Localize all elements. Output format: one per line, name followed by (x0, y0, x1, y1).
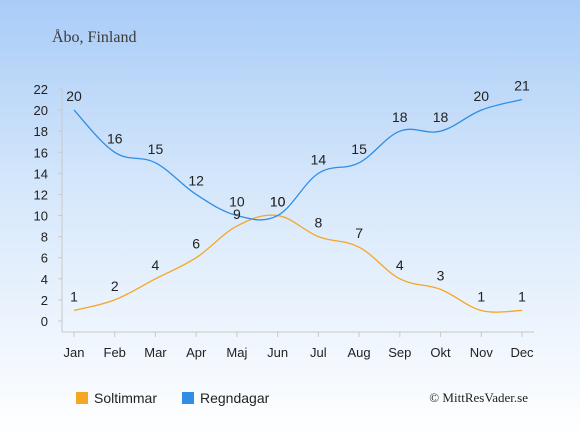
y-tick-label: 2 (41, 293, 48, 308)
x-tick-labels: Jan Feb Mar Apr Maj Jun Jul Aug Sep Okt Nov Dec (64, 332, 534, 360)
y-tick-label: 8 (41, 230, 48, 245)
x-tick-label: Okt (430, 345, 451, 360)
data-label-regndagar: 15 (148, 141, 164, 157)
series-line-regndagar (73, 98, 523, 221)
data-label-soltimmar: 7 (355, 225, 363, 241)
data-label-regndagar: 10 (229, 194, 245, 210)
x-tick-label: Feb (104, 345, 126, 360)
data-label-soltimmar: 4 (396, 257, 404, 273)
data-label-regndagar: 12 (188, 172, 204, 188)
y-tick-label: 4 (41, 272, 48, 287)
x-tick-label: Nov (470, 345, 494, 360)
y-tick-label: 18 (34, 124, 48, 139)
legend-label-regndagar: Regndagar (200, 390, 270, 406)
data-label-soltimmar: 1 (518, 288, 526, 304)
y-tick-label: 12 (34, 187, 48, 202)
data-label-soltimmar: 10 (270, 194, 286, 210)
data-label-soltimmar: 3 (437, 267, 445, 283)
data-label-soltimmar: 9 (233, 206, 241, 222)
legend-swatch-regndagar (182, 392, 194, 404)
data-label-regndagar: 21 (514, 78, 530, 94)
y-tick-label: 14 (34, 166, 48, 181)
y-tick-label: 16 (34, 145, 48, 160)
series-lines (73, 98, 523, 313)
x-tick-label: Aug (348, 345, 371, 360)
x-tick-label: Mar (144, 345, 167, 360)
data-label-soltimmar: 1 (70, 288, 78, 304)
data-label-regndagar: 20 (66, 88, 82, 104)
data-label-regndagar: 16 (107, 130, 123, 146)
x-tick-label: Sep (388, 345, 411, 360)
y-tick-label: 22 (34, 82, 48, 97)
data-label-regndagar: 18 (392, 109, 408, 125)
legend-swatch-soltimmar (76, 392, 88, 404)
x-tick-label: Jun (267, 345, 288, 360)
data-label-soltimmar: 1 (477, 288, 485, 304)
y-tick-label: 6 (41, 251, 48, 266)
x-tick-label: Dec (510, 345, 534, 360)
data-label-soltimmar: 6 (192, 236, 200, 252)
data-label-soltimmar: 4 (152, 257, 160, 273)
data-label-soltimmar: 8 (314, 215, 322, 231)
x-tick-label: Jan (64, 345, 85, 360)
data-label-regndagar: 20 (473, 88, 489, 104)
x-tick-label: Jul (310, 345, 327, 360)
y-tick-label: 0 (41, 314, 48, 329)
data-label-regndagar: 18 (433, 109, 449, 125)
y-tick-label: 10 (34, 209, 48, 224)
data-label-regndagar: 14 (311, 151, 327, 167)
legend-label-soltimmar: Soltimmar (94, 390, 157, 406)
data-label-regndagar: 15 (351, 141, 367, 157)
x-tick-label: Apr (186, 345, 207, 360)
y-tick-label: 20 (34, 103, 48, 118)
data-label-regndagar: 10 (270, 194, 286, 210)
credit-text: © MittResVader.se (429, 390, 528, 405)
y-tick-labels: 0 2 4 6 8 10 12 14 16 18 20 22 (34, 82, 62, 329)
series-line-soltimmar (73, 214, 523, 313)
x-tick-label: Maj (226, 345, 247, 360)
data-label-soltimmar: 2 (111, 278, 119, 294)
chart-title: Åbo, Finland (52, 28, 136, 46)
